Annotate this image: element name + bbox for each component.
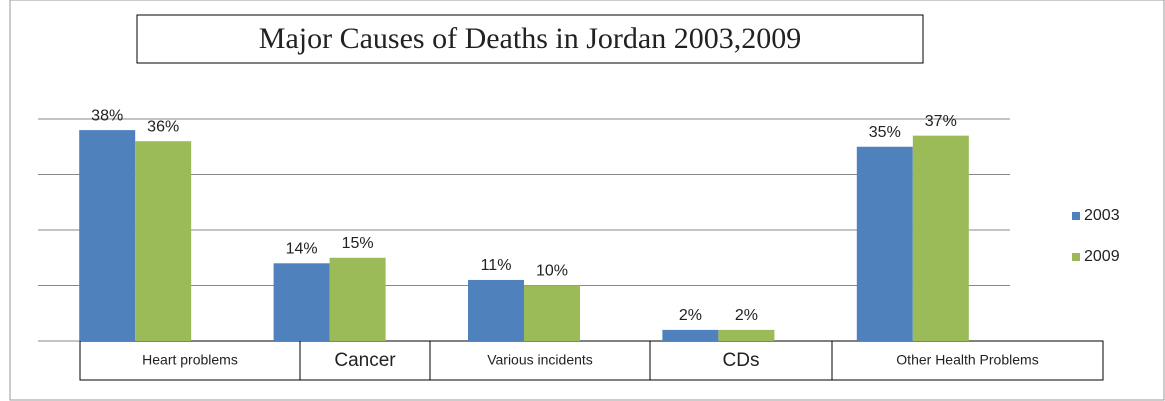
x-tick-label: Heart problems bbox=[142, 352, 238, 368]
bar bbox=[135, 141, 192, 341]
legend-swatch bbox=[1072, 212, 1080, 220]
bar bbox=[524, 285, 580, 341]
bar bbox=[79, 130, 136, 341]
x-tick-label: CDs bbox=[723, 350, 760, 371]
data-label: 2% bbox=[679, 307, 702, 324]
x-tick-label: Other Health Problems bbox=[896, 352, 1038, 368]
data-label: 2% bbox=[735, 307, 758, 324]
bar bbox=[468, 279, 524, 341]
category-box bbox=[79, 340, 301, 381]
bar bbox=[273, 263, 330, 341]
bar bbox=[912, 135, 969, 341]
legend-label: 2003 bbox=[1084, 207, 1120, 224]
chart-frame bbox=[9, 0, 1165, 401]
category-box bbox=[831, 340, 1104, 381]
x-tick-label: Cancer bbox=[334, 350, 396, 371]
data-label: 15% bbox=[342, 235, 374, 252]
category-box bbox=[429, 340, 651, 381]
data-label: 38% bbox=[91, 107, 123, 124]
category-box bbox=[649, 340, 833, 381]
legend-label: 2009 bbox=[1084, 248, 1120, 265]
bar bbox=[856, 146, 913, 341]
data-label: 10% bbox=[536, 263, 568, 280]
data-label: 37% bbox=[925, 113, 957, 130]
x-tick-label: Various incidents bbox=[487, 352, 593, 368]
title-box bbox=[136, 14, 924, 64]
data-label: 11% bbox=[481, 257, 512, 274]
bar bbox=[662, 329, 719, 341]
data-label: 35% bbox=[869, 124, 901, 141]
chart-title: Major Causes of Deaths in Jordan 2003,20… bbox=[259, 22, 801, 55]
data-label: 36% bbox=[147, 118, 179, 135]
data-label: 14% bbox=[286, 241, 318, 258]
bar bbox=[329, 257, 386, 341]
legend-swatch bbox=[1072, 253, 1080, 261]
bar bbox=[718, 329, 775, 341]
